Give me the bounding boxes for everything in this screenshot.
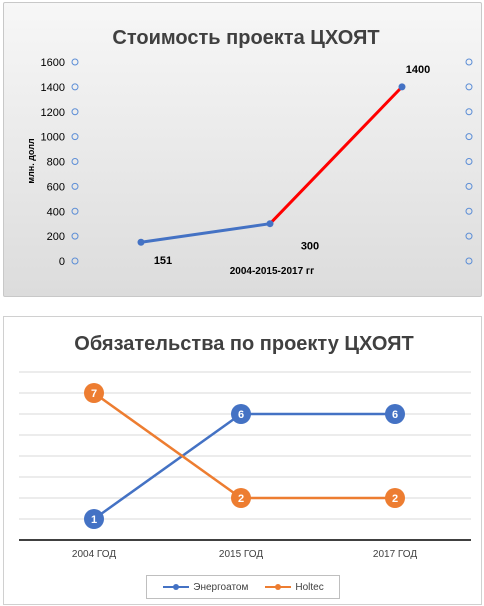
selection-handle-right xyxy=(465,232,473,240)
legend-swatch-holtec xyxy=(265,584,292,590)
selection-handle-left xyxy=(71,108,79,116)
selection-handle-right xyxy=(465,182,473,190)
obligations-chart: Обязательства по проекту ЦХОЯТ 2004 ГОД 2… xyxy=(3,316,482,605)
cost-chart-svg: Стоимость проекта ЦХОЯТ млн. долл 2004-2… xyxy=(26,27,473,277)
cost-y-tick-label: 0 xyxy=(59,256,65,268)
obligations-legend: Энергоатом Holtec xyxy=(146,575,340,599)
obligations-x-tick-label: 2004 ГОД xyxy=(72,549,116,560)
cost-chart-x-axis-title: 2004-2015-2017 гг xyxy=(230,266,315,277)
cost-y-tick-label: 1000 xyxy=(41,132,65,144)
cost-chart: Стоимость проекта ЦХОЯТ млн. долл 2004-2… xyxy=(3,2,482,297)
obligations-data-point xyxy=(231,404,251,424)
obligations-chart-svg: Обязательства по проекту ЦХОЯТ 2004 ГОД 2… xyxy=(19,333,471,560)
legend-item-holtec: Holtec xyxy=(264,581,324,593)
selection-handle-right xyxy=(465,158,473,165)
cost-data-point xyxy=(398,83,406,91)
selection-handle-right xyxy=(465,58,473,66)
obligations-data-point xyxy=(84,383,104,403)
cost-data-label: 151 xyxy=(154,255,172,267)
obligations-data-point xyxy=(385,488,405,508)
obligations-x-tick-label: 2017 ГОД xyxy=(373,549,417,560)
selection-handle-right xyxy=(465,83,473,91)
obligations-data-label: 6 xyxy=(238,409,244,421)
obligations-x-tick-label: 2015 ГОД xyxy=(219,549,263,560)
cost-data-label: 300 xyxy=(301,241,319,253)
selection-handle-right xyxy=(465,133,473,141)
legend-item-energoatom: Энергоатом xyxy=(162,582,248,593)
cost-y-tick-label: 200 xyxy=(47,231,65,243)
selection-handle-left xyxy=(71,232,79,240)
selection-handle-left xyxy=(71,158,79,165)
obligations-data-label: 2 xyxy=(392,493,398,505)
selection-handle-right xyxy=(465,108,473,116)
selection-handle-right xyxy=(465,257,473,265)
obligations-data-label: 2 xyxy=(238,493,244,505)
cost-data-label: 1400 xyxy=(406,64,430,76)
legend-label-energoatom: Энергоатом xyxy=(193,581,249,593)
selection-handle-left xyxy=(71,133,79,141)
cost-chart-title: Стоимость проекта ЦХОЯТ xyxy=(112,27,379,49)
obligations-data-point xyxy=(385,404,405,424)
obligations-data-label: 7 xyxy=(91,388,97,400)
cost-data-point xyxy=(137,238,145,246)
legend-swatch-energoatom xyxy=(163,584,190,590)
obligations-data-point xyxy=(231,488,251,508)
selection-handle-left xyxy=(71,58,79,66)
selection-handle-left xyxy=(71,207,79,215)
obligations-chart-title: Обязательства по проекту ЦХОЯТ xyxy=(74,333,413,355)
cost-y-tick-label: 600 xyxy=(47,181,65,193)
selection-handle-left xyxy=(71,182,79,190)
cost-y-tick-label: 1400 xyxy=(41,82,65,94)
obligations-data-label: 6 xyxy=(392,409,398,421)
selection-handle-right xyxy=(465,207,473,215)
cost-y-tick-label: 1200 xyxy=(41,107,65,119)
cost-y-tick-label: 400 xyxy=(47,206,65,218)
legend-label-holtec: Holtec xyxy=(295,581,324,593)
cost-y-tick-label: 800 xyxy=(47,157,65,169)
cost-chart-y-axis-title: млн. долл xyxy=(26,138,36,184)
cost-data-point xyxy=(266,220,274,228)
cost-y-tick-label: 1600 xyxy=(41,57,65,69)
selection-handle-left xyxy=(71,83,79,91)
obligations-data-point xyxy=(84,509,104,529)
obligations-data-label: 1 xyxy=(91,514,97,526)
selection-handle-left xyxy=(71,257,79,265)
cost-line-segment xyxy=(268,85,404,226)
cost-line-segment xyxy=(139,222,272,244)
